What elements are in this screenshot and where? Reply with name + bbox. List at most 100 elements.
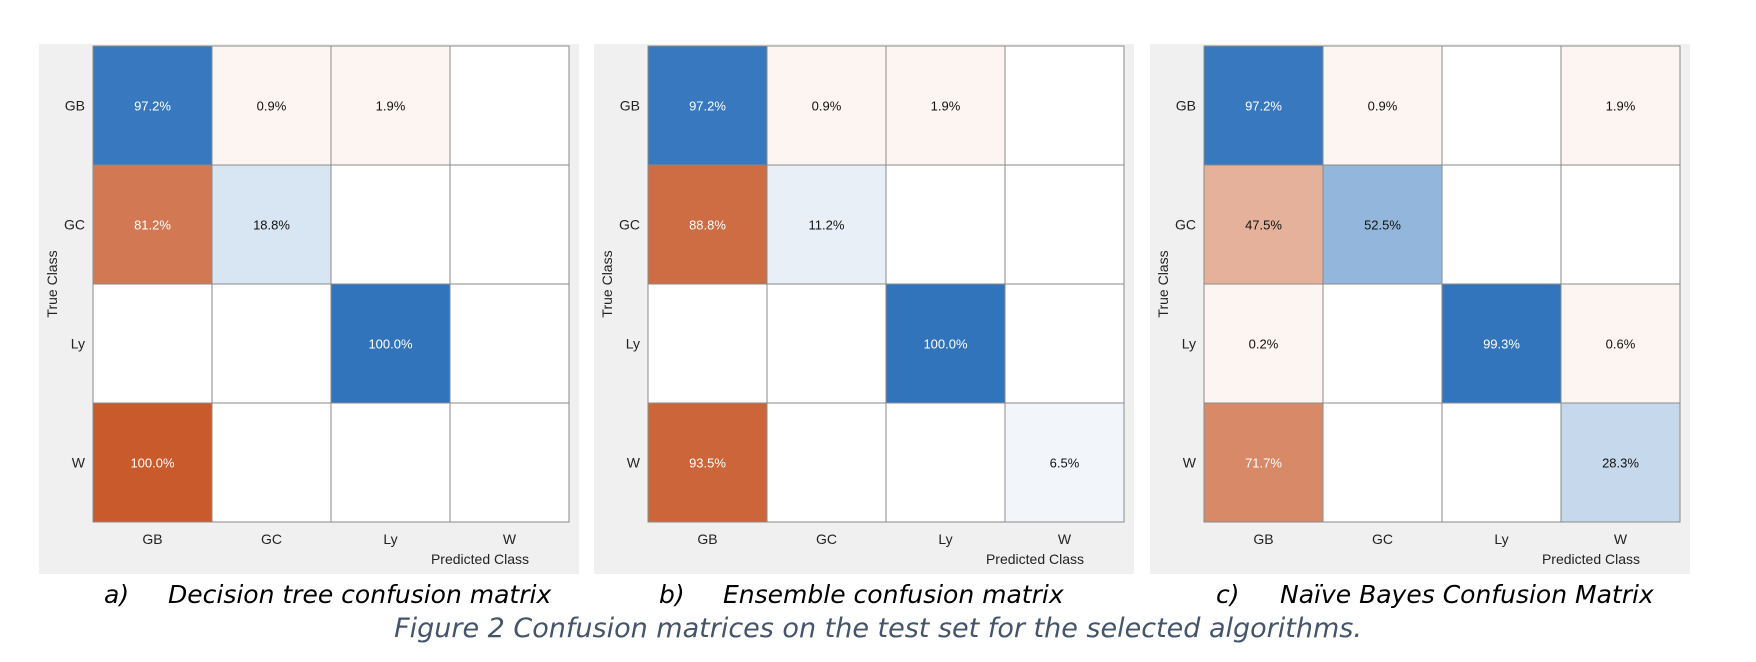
matrix-cell — [1203, 283, 1324, 404]
matrix-cell — [1004, 402, 1125, 523]
cell-value-label: 11.2% — [809, 218, 845, 233]
matrix-cell — [1322, 283, 1443, 404]
matrix-cell — [647, 164, 768, 285]
x-tick-label: W — [1614, 531, 1628, 547]
x-tick-label: Ly — [938, 531, 952, 547]
y-tick-label: W — [1183, 455, 1197, 471]
cell-value-label: 97.2% — [689, 99, 726, 114]
matrix-cell — [1560, 164, 1681, 285]
x-axis-label: Predicted Class — [431, 551, 529, 567]
subfigure-caption-c: c) Naïve Bayes Confusion Matrix — [1216, 576, 1654, 614]
x-tick-label: GC — [816, 531, 837, 547]
y-tick-label: Ly — [71, 336, 85, 352]
cell-value-label: 0.2% — [1249, 337, 1279, 352]
y-axis-label: True Class — [1155, 250, 1171, 317]
y-tick-label: GB — [620, 98, 640, 114]
confusion-matrix-panel-a: 97.2% 0.9% 1.9% 81.2% 18.8% 100.0% 100.0% GB GC L… — [39, 44, 579, 574]
cell-value-label: 0.9% — [1368, 99, 1398, 114]
matrix-cell — [885, 402, 1006, 523]
cell-value-label: 99.3% — [1483, 337, 1520, 352]
confusion-matrix-b: 97.2% 0.9% 1.9% 88.8% 11.2% 100.0% 93.5% 6.5% GB… — [599, 45, 1125, 567]
figure-caption: Figure 2 Confusion matrices on the test … — [394, 613, 1362, 644]
y-tick-label: W — [627, 455, 641, 471]
cell-value-label: 97.2% — [134, 99, 171, 114]
matrix-cell — [449, 45, 570, 166]
matrix-cell — [92, 45, 213, 166]
x-tick-label: GB — [1253, 531, 1273, 547]
matrix-cell — [766, 283, 887, 404]
subfigure-caption-text: Decision tree confusion matrix — [168, 580, 552, 609]
plot-border — [1203, 45, 1681, 523]
y-axis-label: True Class — [599, 250, 615, 317]
cell-value-label: 100.0% — [368, 337, 413, 352]
x-tick-label: W — [1058, 531, 1072, 547]
matrix-cell — [1004, 283, 1125, 404]
matrix-cell — [92, 402, 213, 523]
matrix-cell — [766, 402, 887, 523]
x-axis-label: Predicted Class — [1542, 551, 1640, 567]
matrix-cell — [330, 45, 451, 166]
subfigure-caption-b: b) Ensemble confusion matrix — [659, 576, 1064, 614]
matrix-cell — [1322, 164, 1443, 285]
confusion-matrix-c: 97.2% 0.9% 1.9% 47.5% 52.5% 0.2% 99.3% 0.6% 71.7… — [1155, 45, 1681, 567]
cell-value-label: 18.8% — [253, 218, 290, 233]
cell-value-label: 71.7% — [1245, 456, 1282, 471]
matrix-cell — [1322, 45, 1443, 166]
subfigure-caption-text: Naïve Bayes Confusion Matrix — [1280, 580, 1654, 609]
subfigure-caption-text: Ensemble confusion matrix — [723, 580, 1064, 609]
x-tick-label: Ly — [1494, 531, 1508, 547]
cell-value-label: 100.0% — [130, 456, 175, 471]
y-axis-label: True Class — [44, 250, 60, 317]
cell-value-label: 52.5% — [1364, 218, 1401, 233]
cell-value-label: 1.9% — [376, 99, 406, 114]
matrix-cell — [1441, 402, 1562, 523]
x-tick-label: W — [503, 531, 517, 547]
matrix-cell — [1203, 402, 1324, 523]
matrix-cell — [1322, 402, 1443, 523]
y-tick-label: GC — [1175, 217, 1196, 233]
y-tick-label: GB — [1176, 98, 1196, 114]
matrix-cell — [1560, 283, 1681, 404]
matrix-cell — [211, 283, 332, 404]
matrix-cell — [1441, 283, 1562, 404]
plot-border — [647, 45, 1125, 523]
matrix-cell — [449, 164, 570, 285]
confusion-matrix-panel-b: 97.2% 0.9% 1.9% 88.8% 11.2% 100.0% 93.5% 6.5% GB… — [594, 44, 1134, 574]
matrix-cell — [1203, 164, 1324, 285]
subfigure-caption-letter: c) — [1216, 580, 1240, 609]
cell-value-label: 1.9% — [931, 99, 961, 114]
matrix-cell — [1441, 164, 1562, 285]
cell-value-label: 47.5% — [1245, 218, 1282, 233]
matrix-cell — [449, 283, 570, 404]
matrix-cell — [330, 164, 451, 285]
y-tick-label: W — [72, 455, 86, 471]
matrix-cell — [885, 283, 1006, 404]
y-tick-label: Ly — [626, 336, 640, 352]
matrix-cell — [1560, 45, 1681, 166]
subfigure-caption-a: a) Decision tree confusion matrix — [104, 576, 551, 614]
matrix-cell — [211, 402, 332, 523]
x-tick-label: GC — [1372, 531, 1393, 547]
x-tick-label: GC — [261, 531, 282, 547]
cell-value-label: 97.2% — [1245, 99, 1282, 114]
subfigure-caption-letter: a) — [104, 580, 130, 609]
matrix-cell — [766, 164, 887, 285]
cell-value-label: 88.8% — [689, 218, 726, 233]
matrix-cell — [330, 402, 451, 523]
matrix-cell — [1203, 45, 1324, 166]
y-tick-label: GC — [619, 217, 640, 233]
y-tick-label: Ly — [1182, 336, 1196, 352]
y-tick-label: GB — [65, 98, 85, 114]
matrix-cell — [647, 283, 768, 404]
cell-value-label: 0.9% — [257, 99, 287, 114]
cell-value-label: 0.9% — [812, 99, 842, 114]
x-axis-label: Predicted Class — [986, 551, 1084, 567]
matrix-cell — [1441, 45, 1562, 166]
matrix-cell — [92, 283, 213, 404]
matrix-cell — [449, 402, 570, 523]
cell-value-label: 93.5% — [689, 456, 726, 471]
plot-border — [92, 45, 570, 523]
y-tick-label: GC — [64, 217, 85, 233]
x-tick-label: GB — [697, 531, 717, 547]
matrix-cell — [1004, 164, 1125, 285]
